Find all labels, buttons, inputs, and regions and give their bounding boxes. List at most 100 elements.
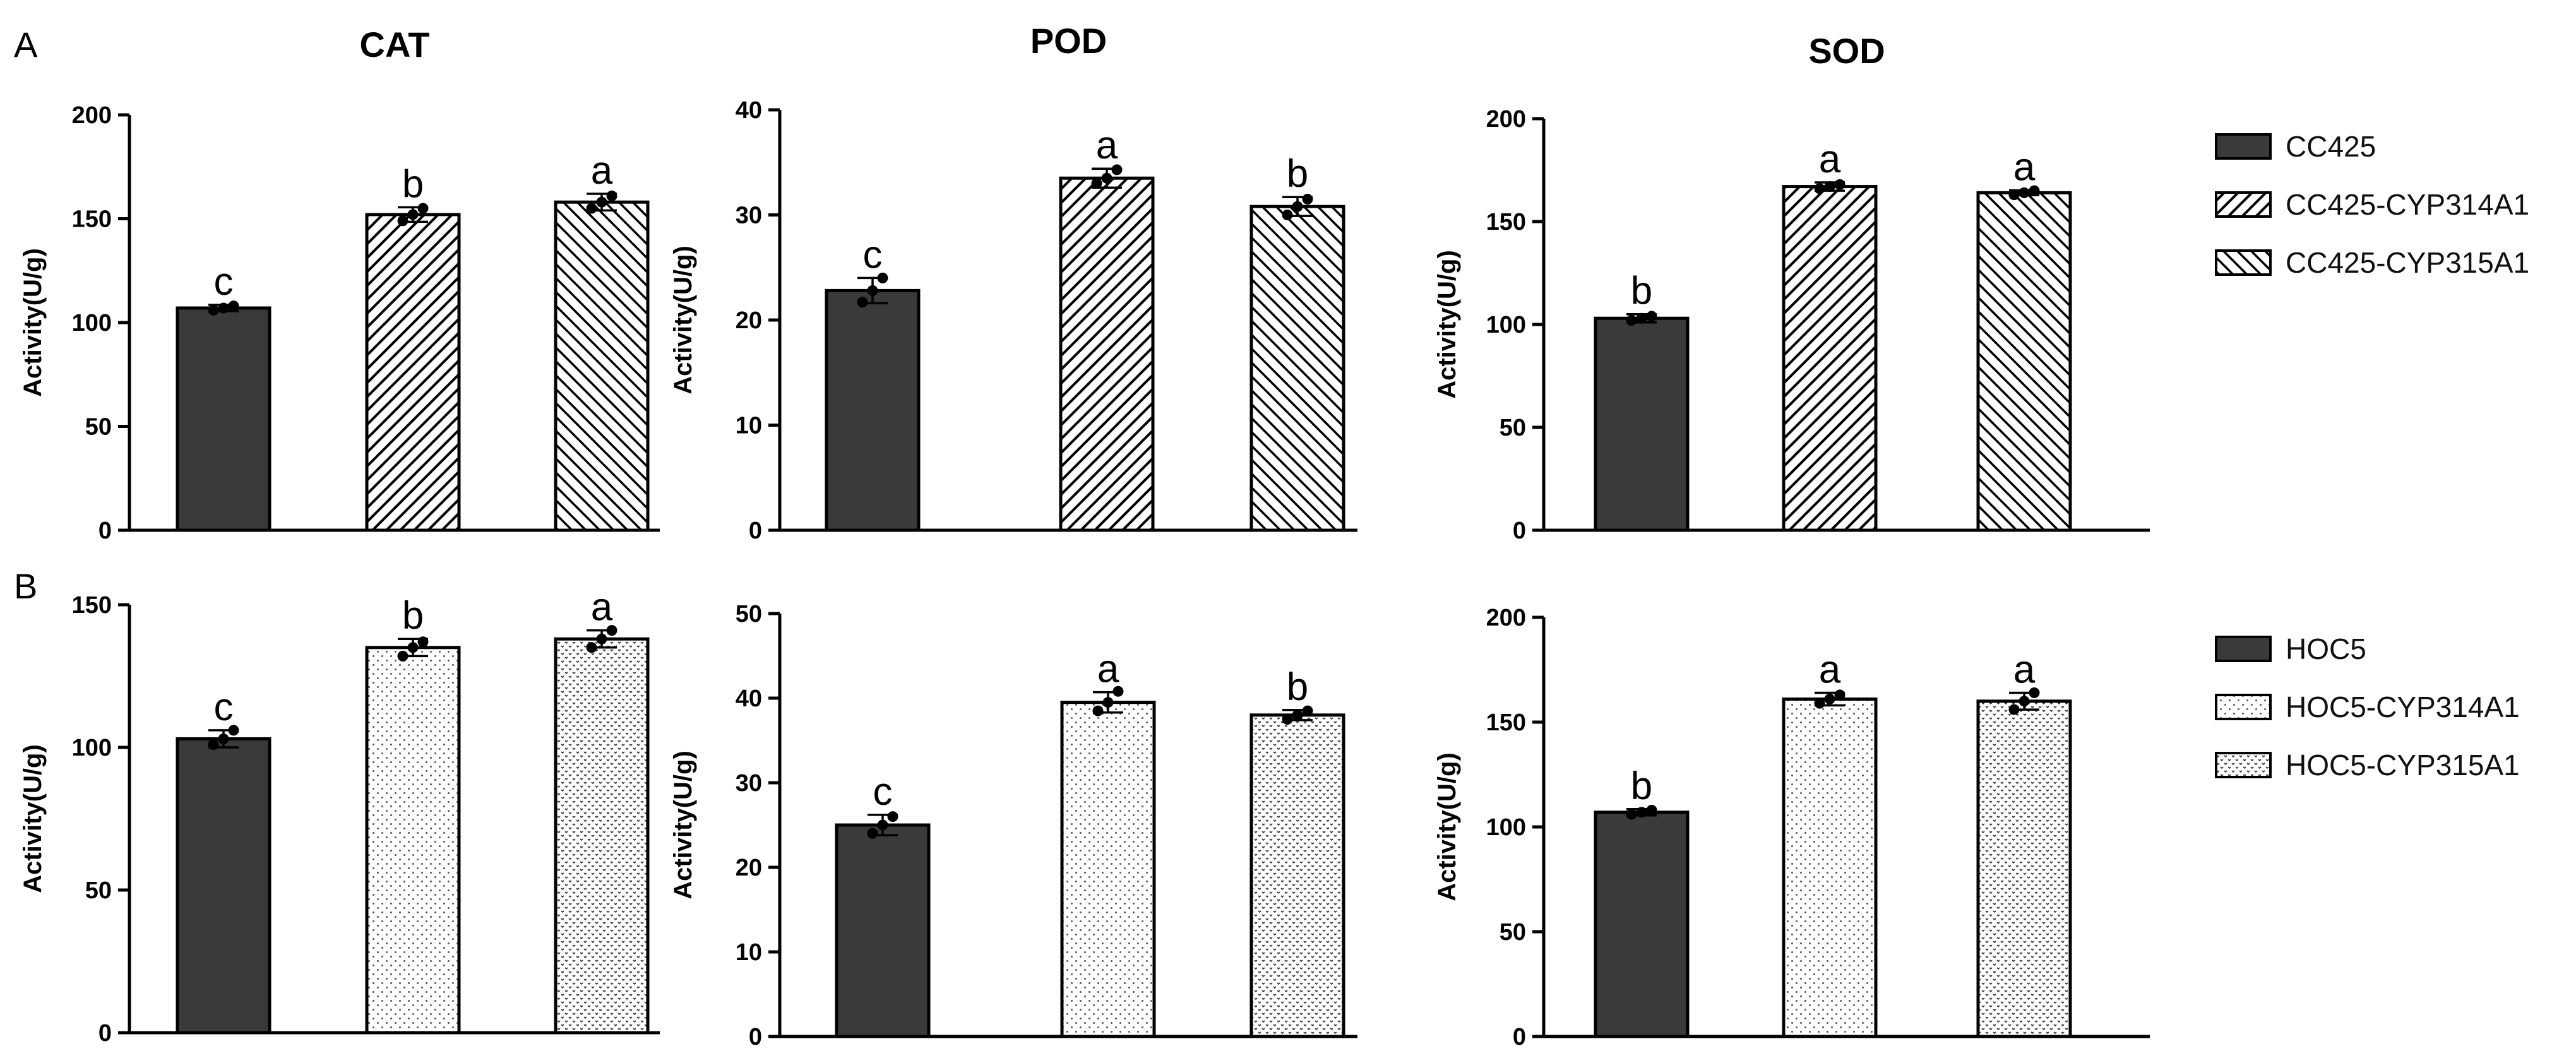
y-axis-label: Activity(U/g): [669, 246, 697, 395]
bar-cc425-cyp314a1: [1059, 176, 1155, 532]
significance-letter: b: [402, 162, 424, 206]
legend-swatch: [2215, 636, 2272, 662]
data-point: [586, 642, 597, 653]
data-point: [208, 739, 219, 750]
bar-cc425-cyp315a1: [554, 200, 650, 532]
y-tick-label: 150: [72, 592, 112, 619]
legend-label: HOC5-CYP315A1: [2286, 749, 2520, 781]
data-point: [1292, 201, 1303, 212]
chart-5: Activity(U/g) 0 50 100 150 200 b a a: [1433, 605, 2150, 1050]
data-point: [417, 636, 429, 648]
bar-cc425: [1594, 316, 1690, 532]
legend-swatch: [2215, 694, 2272, 720]
bar-hoc5: [176, 737, 271, 1035]
data-point: [1834, 689, 1846, 701]
significance-letter: a: [1097, 648, 1119, 691]
chart-0: CAT Activity(U/g) 0 50 100 150 200 c b a: [19, 25, 660, 544]
data-point: [1834, 179, 1846, 190]
data-point: [1646, 804, 1657, 816]
y-tick-label: 50: [85, 877, 112, 904]
y-tick-label: 50: [736, 601, 762, 627]
data-point: [1636, 312, 1647, 324]
data-point: [1814, 183, 1825, 194]
legend-1: HOC5 HOC5-CYP314A1 HOC5-CYP315A1: [2215, 632, 2520, 781]
y-tick-label: 40: [736, 686, 762, 712]
y-tick-label: 40: [736, 97, 762, 124]
y-tick-label: 200: [1486, 106, 1526, 133]
bar-hoc5: [1594, 811, 1690, 1038]
chart-3: Activity(U/g) 0 50 100 150 c b a: [19, 586, 660, 1047]
data-point: [407, 642, 419, 653]
y-tick-label: 10: [736, 413, 762, 439]
significance-letter: b: [402, 594, 424, 638]
data-point: [1112, 686, 1124, 697]
chart-title: CAT: [360, 25, 430, 64]
legend-0: CC425 CC425-CYP314A1 CC425-CYP315A1: [2215, 130, 2529, 279]
y-tick-label: 150: [72, 206, 112, 233]
y-tick-label: 30: [736, 770, 762, 797]
y-tick-label: 20: [736, 855, 762, 881]
data-point: [397, 650, 408, 662]
y-tick-label: 50: [1500, 415, 1526, 441]
bar-hoc5-cyp315a1: [1976, 699, 2072, 1038]
data-point: [218, 302, 229, 314]
bar-cc425-cyp314a1: [1782, 185, 1878, 532]
data-point: [1091, 178, 1102, 189]
bar-cc425-cyp315a1: [1249, 205, 1345, 532]
data-point: [877, 272, 888, 283]
data-point: [867, 285, 878, 296]
bar-cc425-cyp315a1: [1976, 191, 2072, 532]
charts: CAT Activity(U/g) 0 50 100 150 200 c b a POD Activi…: [19, 21, 2150, 1050]
data-point: [1646, 311, 1657, 322]
legend-label: CC425-CYP314A1: [2286, 188, 2529, 221]
legends: CC425CC425-CYP314A1CC425-CYP315A1HOC5HOC…: [2215, 130, 2529, 781]
data-point: [228, 725, 239, 736]
significance-letter: a: [1096, 124, 1118, 167]
significance-letter: a: [591, 586, 613, 629]
data-point: [1626, 809, 1637, 820]
data-point: [208, 304, 219, 316]
data-point: [417, 203, 429, 214]
legend-swatch: [2215, 191, 2272, 218]
y-tick-label: 150: [1486, 209, 1526, 235]
y-tick-label: 50: [1500, 919, 1526, 946]
significance-letter: b: [1287, 665, 1308, 709]
chart-4: Activity(U/g) 0 10 20 30 40 50 c a b: [669, 601, 1357, 1050]
bar-hoc5-cyp314a1: [1782, 697, 1878, 1038]
y-axis-label: Activity(U/g): [669, 751, 697, 900]
bar-cc425: [825, 288, 921, 532]
y-tick-label: 0: [1513, 518, 1526, 544]
significance-letter: a: [2013, 145, 2036, 189]
y-tick-label: 200: [1486, 605, 1526, 631]
bar-cc425: [176, 306, 271, 532]
significance-letter: c: [214, 686, 234, 729]
chart-title: POD: [1030, 21, 1107, 61]
data-point: [1102, 697, 1114, 708]
data-point: [407, 209, 419, 220]
bar-hoc5-cyp315a1: [1249, 713, 1345, 1038]
significance-letter: a: [2013, 648, 2036, 692]
data-point: [2029, 687, 2040, 699]
bar-hoc5-cyp314a1: [365, 646, 461, 1035]
data-point: [228, 300, 239, 312]
y-tick-label: 100: [72, 310, 112, 336]
y-tick-label: 100: [1486, 312, 1526, 338]
data-point: [1814, 698, 1825, 709]
data-point: [1302, 705, 1313, 716]
bar-hoc5: [835, 823, 931, 1038]
legend-swatch: [2215, 249, 2272, 276]
data-point: [1111, 164, 1123, 175]
y-tick-label: 100: [72, 735, 112, 761]
significance-letter: c: [863, 233, 883, 276]
data-point: [596, 196, 607, 208]
legend-label: CC425-CYP315A1: [2286, 246, 2529, 279]
legend-swatch: [2215, 752, 2272, 778]
data-point: [1282, 210, 1293, 220]
data-point: [596, 633, 607, 644]
y-tick-label: 50: [85, 414, 112, 441]
y-tick-label: 10: [736, 939, 762, 966]
y-tick-label: 150: [1486, 710, 1526, 736]
legend-swatch: [2215, 133, 2272, 160]
data-point: [2008, 704, 2020, 715]
